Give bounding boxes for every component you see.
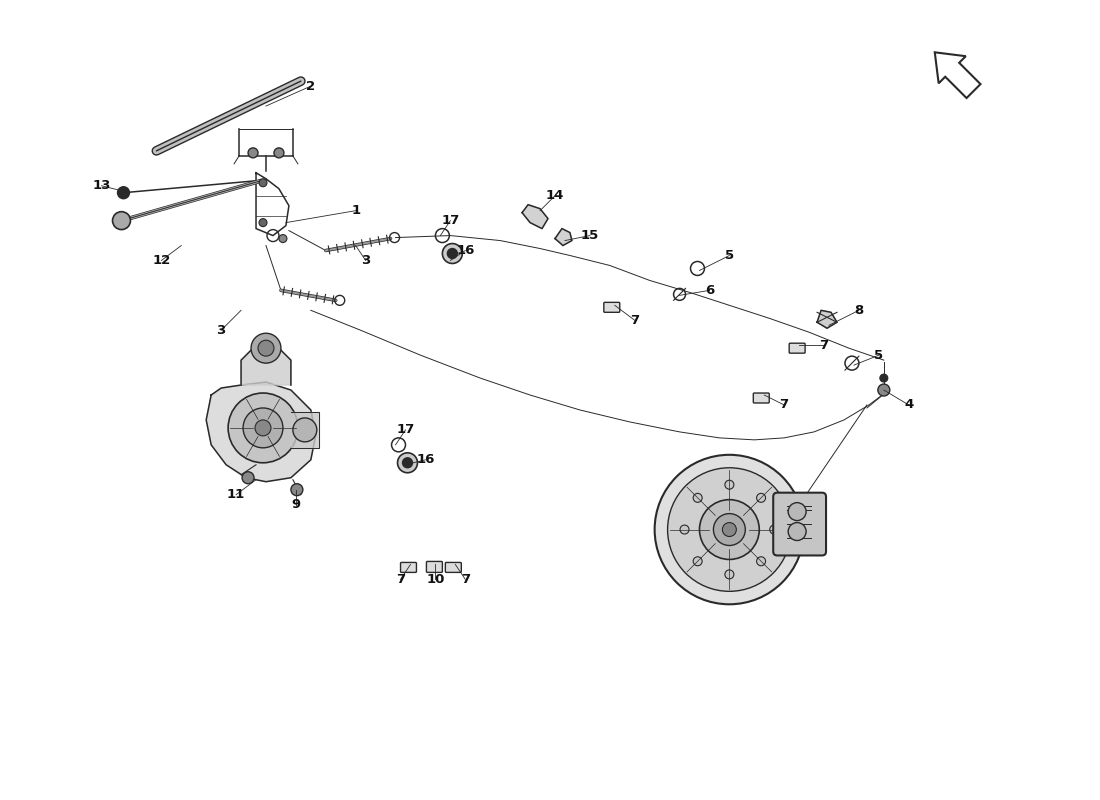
Text: 3: 3: [217, 324, 226, 337]
Circle shape: [789, 502, 806, 521]
FancyBboxPatch shape: [789, 343, 805, 353]
Text: 4: 4: [904, 398, 913, 411]
Text: 1: 1: [351, 204, 360, 217]
FancyBboxPatch shape: [773, 493, 826, 555]
FancyBboxPatch shape: [427, 562, 442, 572]
Circle shape: [880, 374, 888, 382]
Text: 16: 16: [416, 454, 434, 466]
Text: 7: 7: [396, 573, 405, 586]
Text: 7: 7: [461, 573, 470, 586]
Circle shape: [293, 418, 317, 442]
Circle shape: [403, 458, 412, 468]
Circle shape: [243, 408, 283, 448]
Text: 17: 17: [441, 214, 460, 227]
Circle shape: [654, 455, 804, 604]
Circle shape: [249, 148, 258, 158]
Circle shape: [255, 420, 271, 436]
Circle shape: [112, 212, 131, 230]
Text: 9: 9: [292, 498, 300, 511]
Text: 2: 2: [306, 79, 316, 93]
FancyBboxPatch shape: [754, 393, 769, 403]
Circle shape: [723, 522, 736, 537]
FancyBboxPatch shape: [400, 562, 417, 572]
Circle shape: [242, 472, 254, 484]
Polygon shape: [206, 382, 316, 482]
Text: 5: 5: [725, 249, 734, 262]
Circle shape: [668, 468, 791, 591]
Circle shape: [693, 557, 702, 566]
Circle shape: [693, 494, 702, 502]
FancyBboxPatch shape: [446, 562, 461, 572]
Circle shape: [725, 480, 734, 489]
FancyBboxPatch shape: [604, 302, 619, 312]
Circle shape: [714, 514, 746, 546]
Circle shape: [442, 243, 462, 263]
Polygon shape: [290, 412, 319, 448]
Text: 3: 3: [361, 254, 371, 267]
Circle shape: [290, 484, 303, 496]
Circle shape: [228, 393, 298, 462]
Text: 13: 13: [92, 179, 111, 192]
Text: 6: 6: [705, 284, 714, 297]
Circle shape: [258, 340, 274, 356]
Circle shape: [757, 557, 766, 566]
Text: 17: 17: [396, 423, 415, 436]
Circle shape: [878, 384, 890, 396]
Circle shape: [397, 453, 418, 473]
Circle shape: [251, 334, 280, 363]
Circle shape: [279, 234, 287, 242]
Circle shape: [258, 218, 267, 226]
Circle shape: [757, 494, 766, 502]
Polygon shape: [241, 345, 290, 385]
Polygon shape: [817, 310, 837, 328]
Polygon shape: [556, 229, 572, 246]
Circle shape: [789, 522, 806, 541]
Circle shape: [274, 148, 284, 158]
Text: 14: 14: [546, 190, 564, 202]
Text: 16: 16: [456, 244, 474, 257]
Text: 11: 11: [227, 488, 245, 501]
Text: 7: 7: [630, 314, 639, 326]
Text: 10: 10: [426, 573, 444, 586]
Text: 7: 7: [820, 338, 828, 352]
Circle shape: [770, 525, 779, 534]
Text: 8: 8: [855, 304, 864, 317]
Circle shape: [448, 249, 458, 258]
Circle shape: [700, 500, 759, 559]
Circle shape: [680, 525, 689, 534]
Circle shape: [258, 178, 267, 186]
Text: 7: 7: [780, 398, 789, 411]
Circle shape: [118, 186, 130, 198]
Polygon shape: [522, 205, 548, 229]
Polygon shape: [935, 52, 980, 98]
Text: 15: 15: [581, 229, 600, 242]
Text: 12: 12: [152, 254, 170, 267]
Text: 5: 5: [874, 349, 883, 362]
Circle shape: [725, 570, 734, 579]
